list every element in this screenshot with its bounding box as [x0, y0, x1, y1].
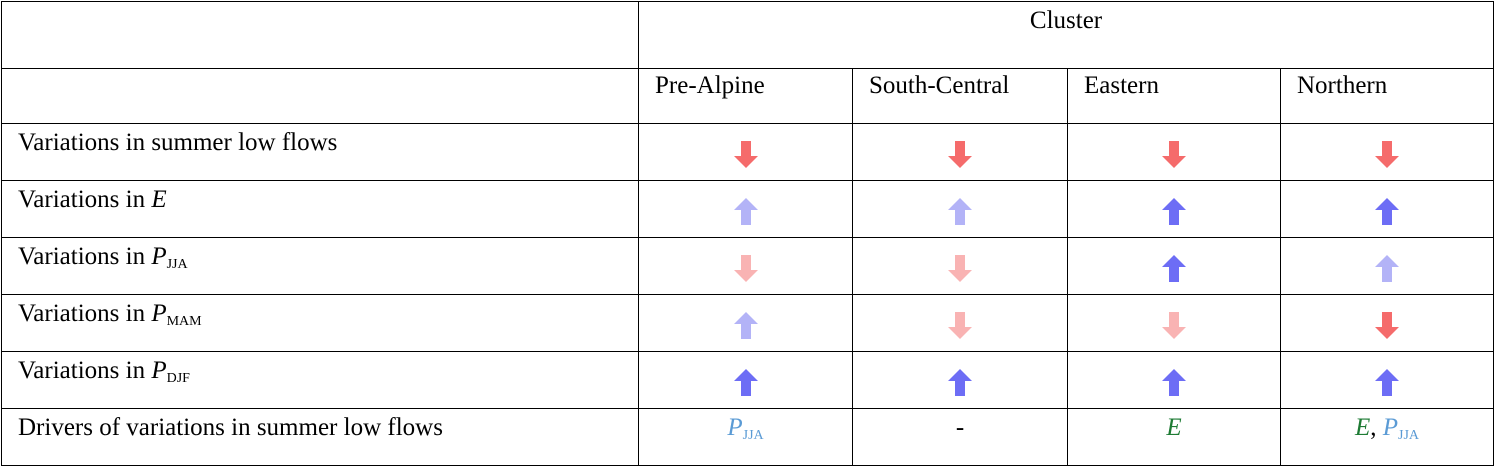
arrow-down	[948, 312, 972, 339]
arrow-up	[733, 369, 758, 396]
column-header: Pre-Alpine	[638, 68, 853, 124]
subscript: JJA	[742, 428, 764, 443]
subscript: JJA	[1398, 428, 1420, 443]
arrow-down	[1162, 312, 1186, 339]
header-row: Pre-Alpine South-Central Eastern Norther…	[1, 68, 1495, 124]
arrow-up	[733, 312, 758, 339]
arrow-cell	[638, 123, 853, 181]
row-label: Variations in PJJA	[1, 237, 639, 295]
column-header: Eastern	[1067, 68, 1281, 124]
arrow-cell	[638, 351, 853, 409]
arrow-cell	[852, 294, 1068, 352]
arrow-cell	[1279, 294, 1495, 352]
row-label: Variations in PMAM	[1, 294, 639, 352]
row-label: Variations in PDJF	[1, 351, 639, 409]
label-text: Variations in	[18, 243, 152, 270]
arrow-cell	[1067, 294, 1281, 352]
arrow-cell	[1067, 123, 1281, 181]
symbol: P	[151, 243, 167, 270]
driver-cell: -	[852, 408, 1068, 466]
arrow-down	[1375, 141, 1400, 168]
column-header: Northern	[1279, 68, 1495, 124]
label-text: Variations in	[18, 186, 152, 213]
arrow-cell	[1067, 351, 1281, 409]
arrow-cell	[1279, 180, 1495, 238]
row: Variations in PDJF	[1, 351, 1495, 409]
arrow-cell	[852, 237, 1068, 295]
arrow-up	[733, 198, 758, 225]
arrow-up	[1162, 369, 1186, 396]
driver-cell: PJJA	[638, 408, 853, 466]
symbol: E	[1354, 414, 1371, 441]
label-text: Drivers of variations in summer low flow…	[18, 414, 443, 441]
subscript: MAM	[166, 314, 202, 329]
arrow-cell	[638, 180, 853, 238]
arrow-up	[1375, 369, 1400, 396]
arrow-up	[948, 198, 972, 225]
arrow-up	[1162, 255, 1186, 282]
label-text: Variations in	[18, 300, 152, 327]
symbol: P	[727, 414, 743, 441]
row: Variations in summer low flows	[1, 123, 1495, 181]
row: Drivers of variations in summer low flow…	[1, 408, 1495, 466]
arrow-down	[1375, 312, 1400, 339]
symbol: P	[151, 357, 167, 384]
label-text: Variations in summer low flows	[18, 129, 338, 156]
subscript: JJA	[166, 257, 188, 272]
empty-cell	[1, 68, 639, 124]
arrow-up	[1375, 198, 1400, 225]
arrow-cell	[638, 237, 853, 295]
column-header: South-Central	[852, 68, 1068, 124]
arrow-down	[733, 141, 758, 168]
arrow-up	[1162, 198, 1186, 225]
header-row: Cluster	[1, 1, 1495, 69]
driver-text: -	[955, 414, 965, 441]
group-header: Cluster	[637, 1, 1495, 69]
arrow-cell	[852, 180, 1068, 238]
driver-cell: E	[1067, 408, 1281, 466]
label-text: Variations in	[18, 357, 152, 384]
symbol: E	[1166, 414, 1182, 441]
arrow-down	[1162, 141, 1186, 168]
arrow-cell	[1279, 237, 1495, 295]
arrow-cell	[852, 123, 1068, 181]
arrow-up	[1375, 255, 1400, 282]
driver-cell: E, PJJA	[1279, 408, 1495, 466]
row-label: Variations in E	[1, 180, 639, 238]
separator: ,	[1370, 414, 1383, 441]
arrow-cell	[852, 351, 1068, 409]
symbol: P	[1382, 414, 1399, 441]
arrow-cell	[1279, 123, 1495, 181]
arrow-cell	[638, 294, 853, 352]
arrow-down	[948, 255, 972, 282]
symbol: E	[151, 186, 167, 213]
row: Variations in PMAM	[1, 294, 1495, 352]
row: Variations in PJJA	[1, 237, 1495, 295]
symbol: P	[151, 300, 167, 327]
arrow-cell	[1067, 237, 1281, 295]
subscript: DJF	[166, 371, 190, 386]
arrow-cell	[1067, 180, 1281, 238]
arrow-down	[733, 255, 758, 282]
row-label: Variations in summer low flows	[1, 123, 639, 181]
row: Variations in E	[1, 180, 1495, 238]
arrow-up	[948, 369, 972, 396]
empty-cell	[1, 1, 639, 69]
arrow-down	[948, 141, 972, 168]
arrow-cell	[1279, 351, 1495, 409]
row-label: Drivers of variations in summer low flow…	[1, 408, 639, 466]
